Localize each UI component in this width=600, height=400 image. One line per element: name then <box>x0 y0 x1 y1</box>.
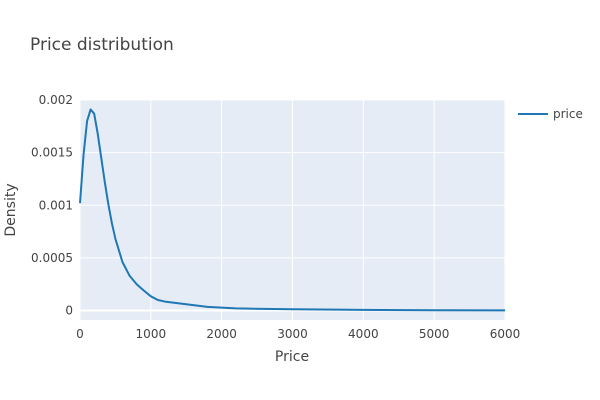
x-tick-label: 1000 <box>136 327 167 341</box>
series-layer <box>79 108 506 312</box>
x-tick-label: 3000 <box>277 327 308 341</box>
y-tick-label: 0.002 <box>39 93 73 107</box>
y-tick-label: 0.001 <box>39 198 73 212</box>
x-tick-label: 4000 <box>348 327 379 341</box>
series-line-price <box>79 108 506 312</box>
y-tick-label: 0.0015 <box>31 146 73 160</box>
gridlines <box>79 99 506 320</box>
y-axis-ticks: 0 0.0005 0.001 0.0015 0.002 <box>31 93 73 318</box>
legend-label-price: price <box>553 107 583 121</box>
x-tick-label: 0 <box>76 327 84 341</box>
legend[interactable]: price <box>518 107 583 121</box>
chart-title: Price distribution <box>30 35 174 55</box>
x-tick-label: 6000 <box>490 327 521 341</box>
x-tick-label: 5000 <box>419 327 450 341</box>
y-axis-label: Density <box>3 183 19 236</box>
x-axis-label: Price <box>275 349 309 365</box>
x-axis-ticks: 0 1000 2000 3000 4000 5000 6000 <box>76 327 520 341</box>
y-tick-label: 0 <box>65 304 73 318</box>
y-tick-label: 0.0005 <box>31 251 73 265</box>
x-tick-label: 2000 <box>206 327 237 341</box>
